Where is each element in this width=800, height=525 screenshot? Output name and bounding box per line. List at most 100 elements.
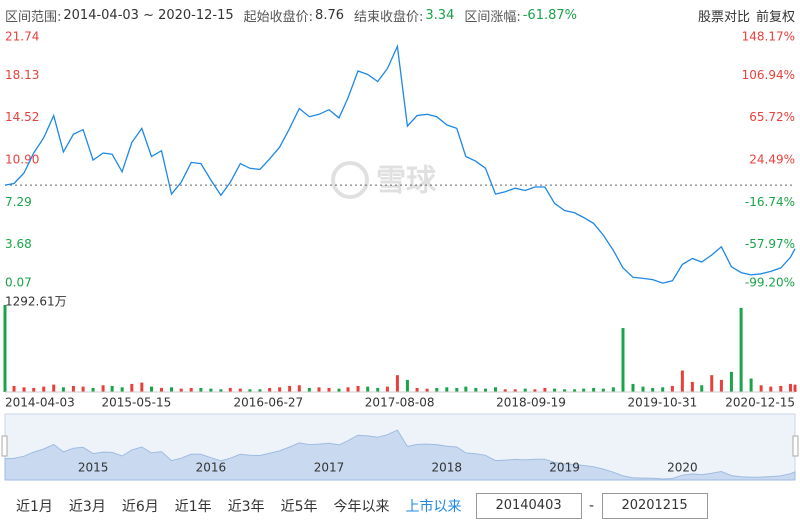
volume-bar <box>130 383 134 392</box>
navigator-tick-label: 2016 <box>196 461 227 475</box>
volume-bar <box>91 387 95 392</box>
volume-bar <box>120 387 124 392</box>
y-tick-label: 3.68 <box>5 237 32 251</box>
x-tick-label: 2018-09-19 <box>496 396 566 410</box>
volume-bar <box>631 383 635 392</box>
volume-bar <box>160 387 164 392</box>
watermark-icon <box>331 161 369 199</box>
volume-bar <box>513 389 517 392</box>
watermark-text: 雪球 <box>376 164 437 199</box>
volume-bar <box>228 387 232 392</box>
volume-bar <box>464 386 468 392</box>
chart: 雪球 21.74 18.13 14.52 10.90 7.29 3.68 0.07 148.1… <box>1 30 799 481</box>
volume-bar <box>563 389 567 392</box>
navigator-handle[interactable] <box>792 435 799 457</box>
volume-bar <box>22 387 26 392</box>
volume-bar <box>788 383 792 392</box>
volume-bar <box>611 387 615 392</box>
volume-bar <box>690 381 694 392</box>
volume-bar <box>494 387 498 392</box>
volume-bar <box>219 389 223 392</box>
range-button[interactable]: 近6月 <box>121 499 159 515</box>
volume-bar <box>523 388 527 392</box>
value: 2014-04-03 ~ 2020-12-15 <box>63 7 234 23</box>
volume-bar <box>543 387 547 392</box>
label: 结束收盘价: <box>354 9 424 25</box>
volume-bar <box>582 388 586 392</box>
volume-bar <box>592 387 596 392</box>
volume-bar <box>3 305 7 392</box>
volume-bar <box>435 387 439 392</box>
volume-bar <box>238 388 242 392</box>
link[interactable]: 股票对比 <box>697 9 750 25</box>
volume-bar <box>179 388 183 392</box>
volume-bar <box>710 375 714 392</box>
volume-bar <box>425 388 429 392</box>
volume-bar <box>601 388 605 392</box>
watermark: 雪球 <box>331 161 437 199</box>
volume-bar <box>140 382 144 392</box>
volume-bar <box>42 386 46 392</box>
link[interactable]: 前复权 <box>755 9 795 25</box>
y2-tick-label: 148.17% <box>742 30 795 44</box>
value: 3.34 <box>425 7 455 23</box>
volume-bar <box>680 370 684 392</box>
y-tick-label: 14.52 <box>5 110 39 124</box>
volume-bar <box>729 371 733 392</box>
volume-bar <box>288 385 292 392</box>
range-button[interactable]: 近5年 <box>280 499 318 515</box>
label: 区间范围: <box>5 9 62 25</box>
range-button[interactable]: 近3年 <box>227 499 265 515</box>
volume-bar <box>52 384 56 392</box>
header: 区间范围: 2014-04-03 ~ 2020-12-15 起始收盘价: 8.7… <box>5 4 795 26</box>
volume-bar <box>759 385 763 392</box>
volume-bar <box>150 386 154 392</box>
volume-bar <box>503 389 507 392</box>
range-button[interactable]: 近3月 <box>68 499 106 515</box>
volume-tick-label: 1292.61万 <box>5 295 67 309</box>
volume-bar <box>445 387 449 392</box>
range-button[interactable]: 今年以来 <box>333 499 390 515</box>
y-tick-label: 0.07 <box>5 276 32 290</box>
navigator-tick-label: 2020 <box>667 461 698 475</box>
volume-bar <box>101 385 105 392</box>
links: 股票对比 前复权 <box>698 6 795 25</box>
volume-bar <box>376 387 380 392</box>
volume-bar <box>621 328 625 392</box>
volume-bar <box>641 386 645 392</box>
volume-bar <box>61 387 65 392</box>
range-button[interactable]: 近1月 <box>16 499 53 515</box>
volume-bar <box>484 388 488 392</box>
y2-tick-label: 24.49% <box>749 152 795 166</box>
volume-bar <box>81 386 85 392</box>
navigator-tick-label: 2017 <box>314 461 345 475</box>
navigator-area <box>4 429 796 481</box>
volume-bar <box>337 388 341 392</box>
y2-tick-label: -57.97% <box>745 237 795 251</box>
navigator-handle[interactable] <box>1 435 8 457</box>
volume-bar <box>278 387 282 392</box>
volume-bar <box>32 387 36 392</box>
label: 起始收盘价: <box>243 9 314 25</box>
volume-bar <box>327 387 331 392</box>
volume-bar <box>385 386 389 392</box>
volume-bar <box>199 387 203 392</box>
date-input[interactable]: 20140403 <box>475 493 582 519</box>
range-button[interactable]: 上市以来 <box>405 499 462 515</box>
volume-bar <box>170 387 174 392</box>
y-tick-label: 7.29 <box>5 195 32 209</box>
volume-bar <box>533 389 537 392</box>
x-tick-label: 2017-08-08 <box>365 396 435 410</box>
volume-bar <box>189 387 193 392</box>
volume-bar <box>474 387 478 392</box>
range-button[interactable]: 近1年 <box>174 499 212 515</box>
y-tick-label: 10.90 <box>5 153 39 167</box>
y2-tick-label: -99.20% <box>745 276 795 290</box>
navigator-tick-label: 2018 <box>432 461 463 475</box>
y2-tick-label: 65.72% <box>749 110 795 124</box>
controls: 近1月 近3月 近6月 近1年 近3年 近5年 今年以来 上市以来 20140403-20201… <box>0 490 800 522</box>
value: 8.76 <box>315 7 344 23</box>
date-input[interactable]: 20201215 <box>601 493 708 519</box>
volume-bar <box>651 387 655 392</box>
